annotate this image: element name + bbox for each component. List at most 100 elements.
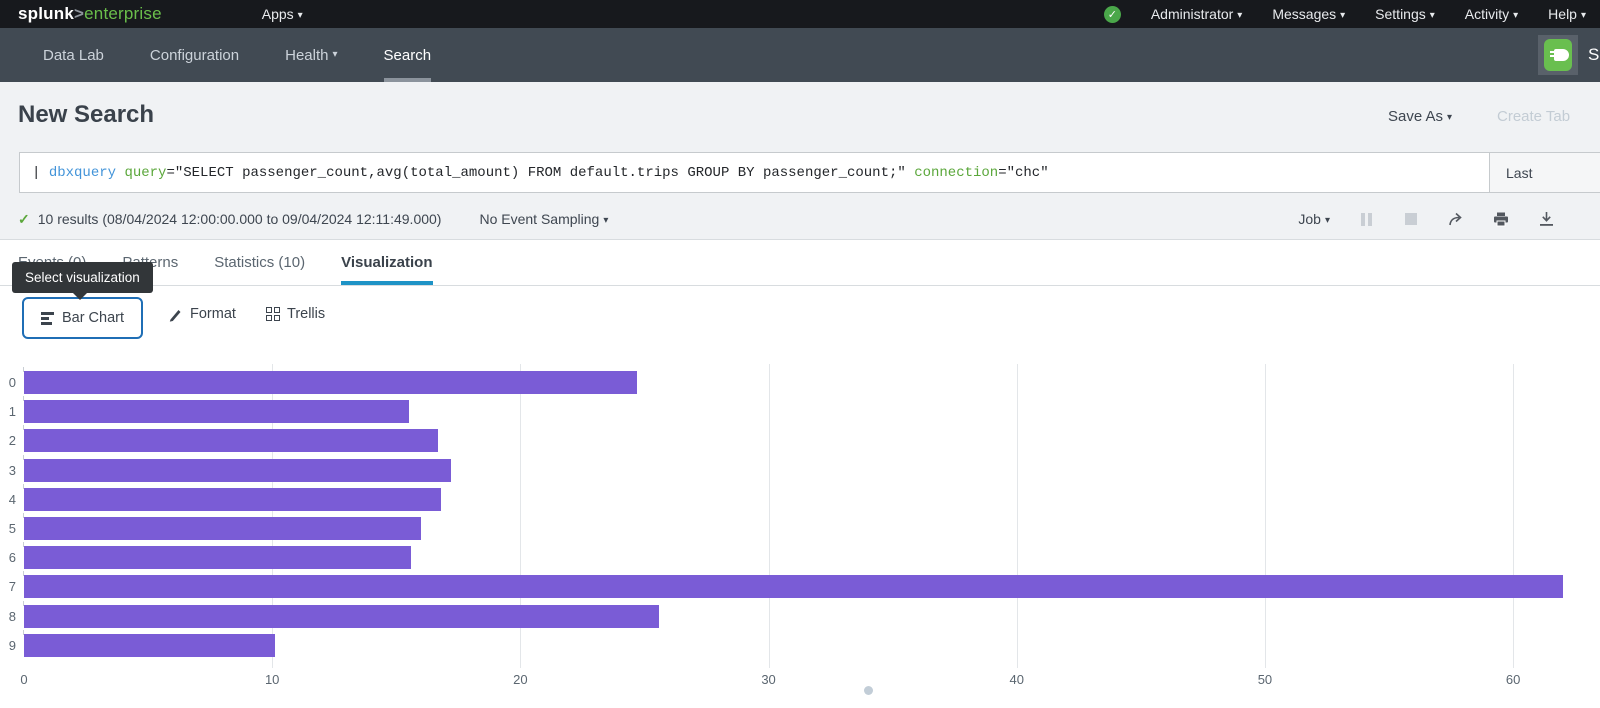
bar-passenger-count-3[interactable] — [24, 458, 451, 482]
bar-passenger-count-2[interactable] — [24, 429, 439, 453]
x-axis-tick-label: 50 — [1257, 672, 1273, 687]
nav-item-health[interactable]: Health ▾ — [285, 46, 338, 64]
chevron-down-icon: ▾ — [603, 215, 609, 226]
print-icon[interactable] — [1492, 211, 1510, 227]
nav-item-data-lab[interactable]: Data Lab — [43, 46, 104, 64]
bar-passenger-count-7[interactable] — [24, 575, 1563, 599]
menu-label: Settings — [1375, 6, 1426, 22]
y-axis-tick — [23, 454, 24, 460]
y-axis-category-label: 3 — [8, 462, 16, 478]
bar-passenger-count-0[interactable] — [24, 371, 638, 394]
success-check-icon: ✓ — [18, 210, 30, 227]
query-token-plain: ="SELECT passenger_count,avg(total_amoun… — [166, 164, 906, 181]
y-axis-tick — [23, 396, 24, 402]
bar-passenger-count-6[interactable] — [24, 546, 412, 570]
event-sampling-menu[interactable]: No Event Sampling ▾ — [479, 211, 608, 227]
y-axis-category-label: 5 — [8, 521, 16, 536]
trellis-button[interactable]: Trellis — [266, 306, 325, 322]
event-sampling-label: No Event Sampling — [479, 211, 600, 227]
y-axis-tick — [23, 629, 24, 635]
menu-label: Activity — [1464, 6, 1510, 22]
result-tabs: Events (0)PatternsStatistics (10)Visuali… — [0, 240, 1600, 286]
format-button[interactable]: Format — [168, 306, 236, 322]
save-as-button[interactable]: Save As ▾ — [1388, 108, 1452, 125]
y-axis-category-label: 0 — [8, 375, 16, 390]
time-range-label: Last — [1506, 164, 1533, 181]
job-menu-label: Job — [1298, 211, 1321, 227]
share-icon[interactable] — [1447, 211, 1465, 227]
gridline-x-50 — [1264, 364, 1266, 668]
job-controls: Job ▾ — [1298, 211, 1555, 227]
query-token-plain — [116, 165, 124, 181]
menu-label: Help — [1548, 6, 1577, 22]
logo-brand: splunk — [18, 4, 74, 23]
topbar-menu-messages[interactable]: Messages ▾ — [1272, 6, 1345, 22]
chevron-down-icon: ▾ — [1429, 10, 1435, 21]
tooltip-text: Select visualization — [25, 270, 140, 285]
x-axis-tick-label: 10 — [264, 672, 280, 687]
menu-label: Messages — [1272, 6, 1337, 22]
stop-job-icon[interactable] — [1402, 211, 1420, 227]
app-nav-bar: Data Lab Configuration Health ▾ Search S — [0, 28, 1600, 82]
app-nav-right: S — [1538, 35, 1600, 75]
app-name-clipped[interactable]: S — [1588, 45, 1600, 64]
bar-passenger-count-9[interactable] — [24, 633, 275, 657]
create-table-button[interactable]: Create Tab — [1497, 108, 1571, 125]
top-bar: splunk>enterprise Apps ▾ ✓ Administrator ▾… — [0, 0, 1600, 28]
pause-job-icon[interactable] — [1357, 211, 1375, 227]
topbar-menu-activity[interactable]: Activity ▾ — [1465, 6, 1518, 22]
x-axis-tick-label: 40 — [1009, 672, 1024, 687]
topbar-menus: ✓ Administrator ▾ Messages ▾ Settings ▾ Activi… — [1103, 5, 1586, 23]
scroll-indicator-dot[interactable] — [864, 686, 873, 695]
tab-statistics-10[interactable]: Statistics (10) — [214, 254, 306, 271]
gridline-x-10 — [272, 364, 274, 668]
bar-passenger-count-4[interactable] — [24, 487, 441, 511]
chart-type-picker-button[interactable]: Bar Chart — [22, 297, 143, 339]
y-axis-category-label: 8 — [8, 608, 16, 624]
logo-product: enterprise — [84, 4, 162, 23]
results-bar: ✓ 10 results (08/04/2024 12:00:00.000 to… — [0, 198, 1600, 240]
tab-visualization[interactable]: Visualization — [341, 240, 433, 285]
chart-type-label: Bar Chart — [61, 310, 125, 326]
y-axis-category-label: 4 — [8, 491, 16, 507]
bar-passenger-count-1[interactable] — [24, 400, 409, 424]
health-check-icon[interactable]: ✓ — [1103, 5, 1121, 23]
gridline-x-40 — [1016, 364, 1018, 668]
nav-item-search[interactable]: Search — [361, 28, 455, 82]
y-axis-tick — [23, 571, 24, 577]
tooltip-caret — [72, 292, 88, 300]
divider — [0, 239, 1600, 240]
bar-passenger-count-5[interactable] — [24, 517, 422, 540]
time-range-picker[interactable]: Last — [1489, 153, 1600, 192]
topbar-menu-settings[interactable]: Settings ▾ — [1375, 6, 1435, 22]
search-query-input[interactable]: | dbxquery query ="SELECT passenger_count… — [20, 153, 1489, 192]
trellis-label: Trellis — [287, 306, 326, 322]
app-icon-tile[interactable] — [1538, 35, 1578, 75]
y-axis-tick — [23, 542, 24, 548]
topbar-menu-help[interactable]: Help ▾ — [1548, 6, 1586, 22]
gridline-x-60 — [1513, 364, 1515, 668]
bar-passenger-count-8[interactable] — [24, 604, 660, 628]
splunk-logo[interactable]: splunk>enterprise — [18, 4, 162, 24]
topbar-menu-administrator[interactable]: Administrator ▾ — [1151, 6, 1243, 22]
job-menu[interactable]: Job ▾ — [1298, 211, 1330, 227]
gridline-x-30 — [768, 364, 770, 668]
y-axis-category-label: 9 — [8, 637, 16, 653]
format-label: Format — [190, 306, 236, 322]
query-token-plain: ="chc" — [998, 164, 1049, 181]
select-visualization-tooltip: Select visualization — [12, 262, 153, 300]
chevron-down-icon: ▾ — [1340, 10, 1346, 21]
apps-menu[interactable]: Apps ▾ — [262, 6, 303, 22]
export-download-icon[interactable] — [1537, 211, 1555, 227]
chevron-down-icon: ▾ — [1513, 10, 1519, 21]
bar-chart-icon — [40, 311, 54, 325]
y-axis-category-label: 2 — [8, 433, 16, 449]
save-as-label: Save As — [1388, 108, 1444, 125]
nav-item-configuration[interactable]: Configuration — [149, 46, 240, 64]
menu-label: Administrator — [1150, 6, 1234, 22]
apps-menu-label: Apps — [261, 6, 294, 22]
bar-chart: 0 10 20 30 40 50 60 0 1 2 3 4 5 6 7 8 9 — [0, 360, 1600, 708]
chevron-down-icon: ▾ — [297, 10, 303, 21]
x-axis-tick-label: 60 — [1505, 672, 1521, 687]
